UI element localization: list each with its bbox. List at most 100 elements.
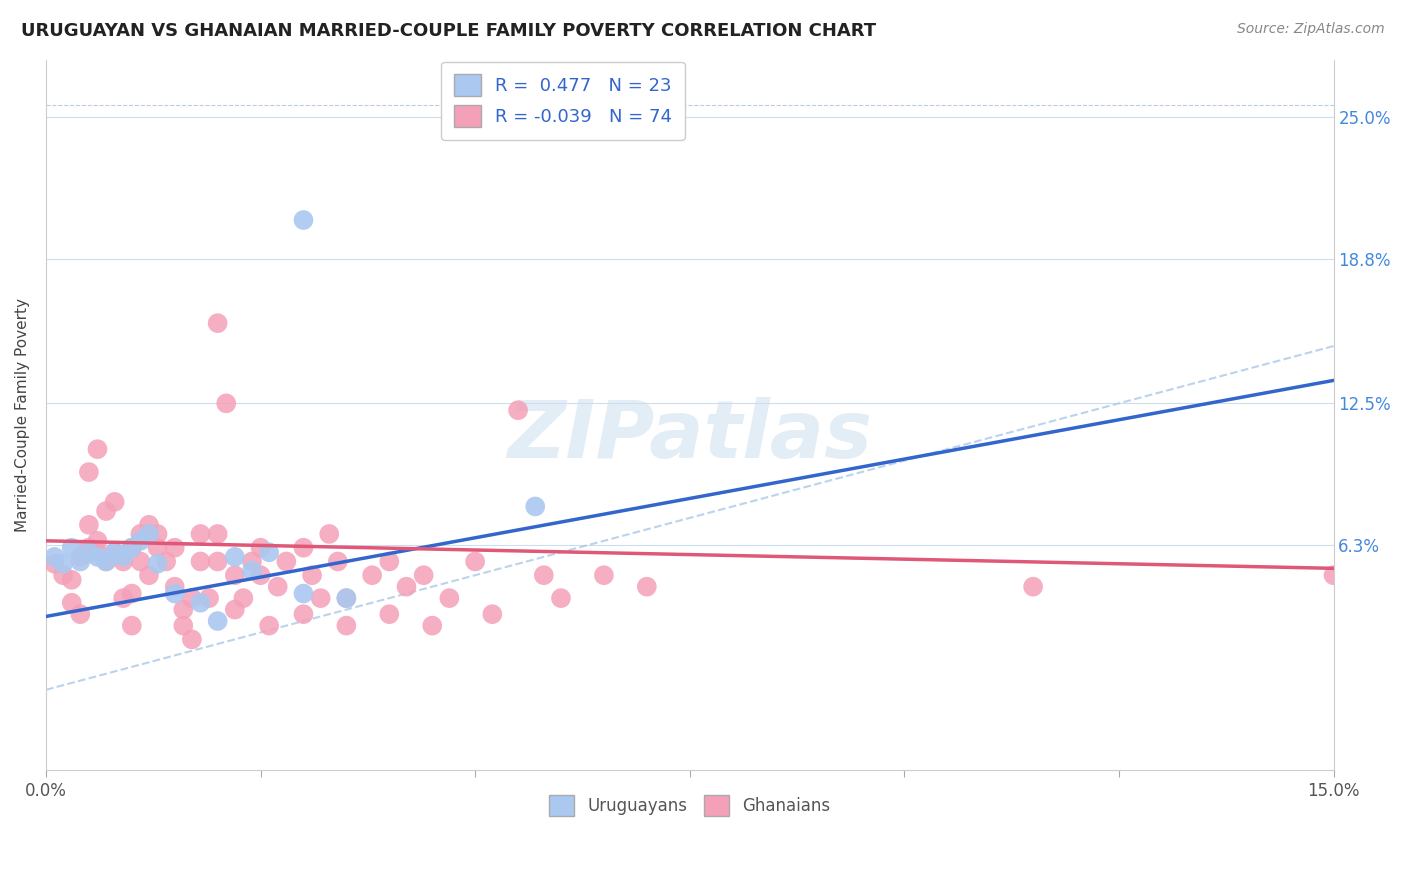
Point [138, 568, 160, 582]
Point [240, 564, 263, 578]
Point [121, 541, 143, 555]
Point [464, 554, 486, 568]
Point [86, 545, 108, 559]
Point [378, 554, 401, 568]
Point [292, 607, 315, 622]
Point [506, 403, 529, 417]
Point [207, 316, 229, 330]
Point [138, 517, 160, 532]
Text: Source: ZipAtlas.com: Source: ZipAtlas.com [1237, 22, 1385, 37]
Point [163, 586, 186, 600]
Point [94, 504, 117, 518]
Point [104, 495, 127, 509]
Point [146, 527, 169, 541]
Point [77, 517, 100, 532]
Point [163, 580, 186, 594]
Point [44, 549, 66, 564]
Point [292, 541, 315, 555]
Point [257, 618, 280, 632]
Point [163, 541, 186, 555]
Point [439, 591, 461, 606]
Point [94, 554, 117, 568]
Point [52, 557, 75, 571]
Point [60, 596, 83, 610]
Point [309, 591, 332, 606]
Point [121, 541, 143, 555]
Point [69, 554, 91, 568]
Point [240, 554, 263, 568]
Point [395, 580, 418, 594]
Point [533, 568, 555, 582]
Legend: Uruguayans, Ghanaians: Uruguayans, Ghanaians [538, 785, 841, 826]
Point [104, 545, 127, 559]
Point [94, 554, 117, 568]
Point [86, 442, 108, 457]
Point [190, 596, 212, 610]
Point [69, 607, 91, 622]
Point [524, 500, 547, 514]
Point [138, 527, 160, 541]
Point [146, 557, 169, 571]
Point [378, 607, 401, 622]
Point [550, 591, 572, 606]
Point [129, 554, 152, 568]
Point [249, 541, 271, 555]
Point [249, 568, 271, 582]
Point [361, 568, 384, 582]
Point [207, 614, 229, 628]
Point [412, 568, 434, 582]
Point [77, 465, 100, 479]
Point [86, 549, 108, 564]
Point [224, 602, 246, 616]
Point [301, 568, 323, 582]
Point [112, 591, 135, 606]
Point [146, 541, 169, 555]
Text: ZIPatlas: ZIPatlas [508, 397, 872, 475]
Point [69, 549, 91, 564]
Point [121, 618, 143, 632]
Point [276, 554, 298, 568]
Point [267, 580, 290, 594]
Point [326, 554, 349, 568]
Point [292, 586, 315, 600]
Point [335, 591, 357, 606]
Point [224, 549, 246, 564]
Point [190, 527, 212, 541]
Point [1022, 580, 1045, 594]
Point [215, 396, 238, 410]
Point [636, 580, 658, 594]
Point [180, 632, 202, 647]
Point [129, 533, 152, 548]
Point [121, 586, 143, 600]
Point [292, 213, 315, 227]
Point [60, 541, 83, 555]
Point [60, 573, 83, 587]
Y-axis label: Married-Couple Family Poverty: Married-Couple Family Poverty [15, 298, 30, 532]
Point [198, 591, 221, 606]
Point [112, 549, 135, 564]
Point [104, 545, 127, 559]
Point [481, 607, 503, 622]
Point [180, 591, 202, 606]
Point [190, 554, 212, 568]
Point [335, 591, 357, 606]
Point [86, 533, 108, 548]
Point [129, 527, 152, 541]
Point [232, 591, 254, 606]
Point [318, 527, 340, 541]
Point [207, 527, 229, 541]
Point [155, 554, 177, 568]
Point [52, 568, 75, 582]
Point [77, 541, 100, 555]
Point [1322, 568, 1344, 582]
Point [112, 554, 135, 568]
Text: URUGUAYAN VS GHANAIAN MARRIED-COUPLE FAMILY POVERTY CORRELATION CHART: URUGUAYAN VS GHANAIAN MARRIED-COUPLE FAM… [21, 22, 876, 40]
Point [420, 618, 443, 632]
Point [172, 618, 194, 632]
Point [224, 568, 246, 582]
Point [172, 602, 194, 616]
Point [257, 545, 280, 559]
Point [593, 568, 616, 582]
Point [44, 557, 66, 571]
Point [77, 545, 100, 559]
